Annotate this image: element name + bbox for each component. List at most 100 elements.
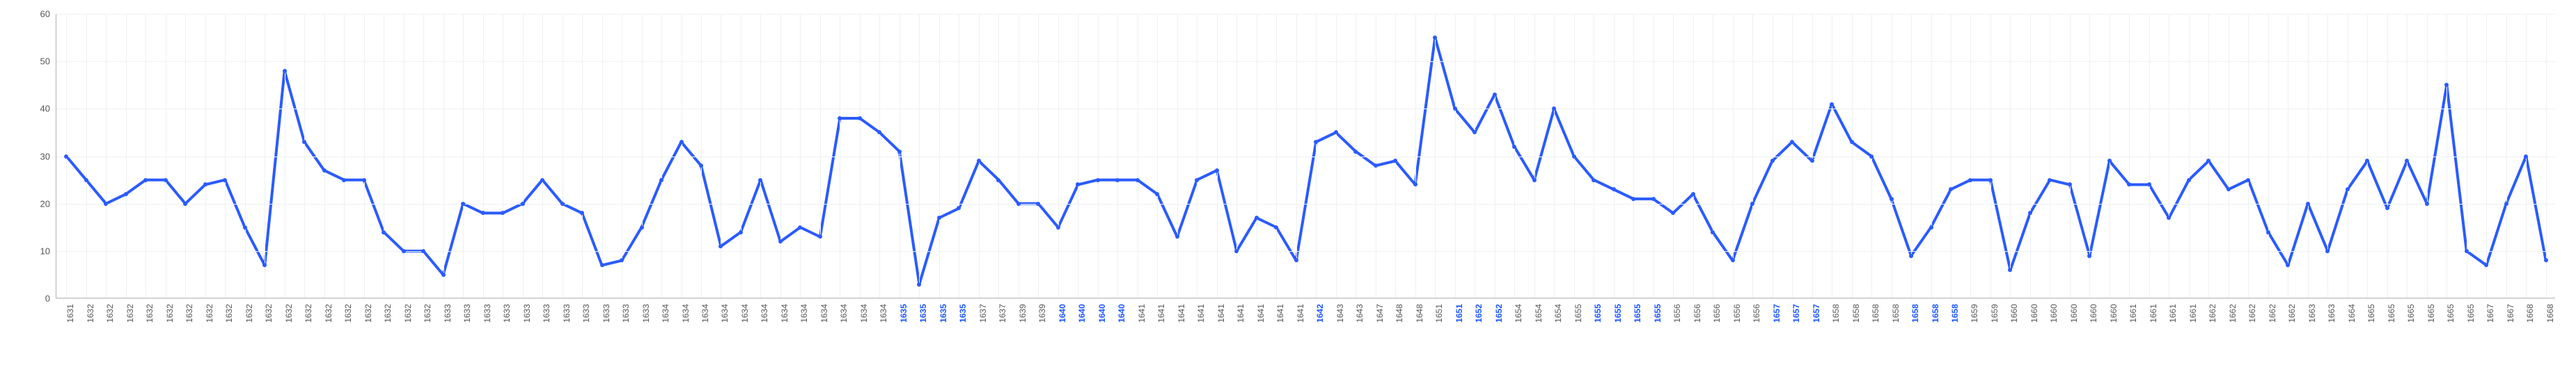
data-point xyxy=(2425,202,2429,206)
data-point xyxy=(957,206,961,210)
vgrid-line xyxy=(523,14,524,298)
x-axis-label: 1633 xyxy=(462,304,472,339)
x-axis-label: 1634 xyxy=(661,304,670,339)
x-axis-label: 1660 xyxy=(2049,304,2059,339)
x-axis-label: 1632 xyxy=(403,304,413,339)
data-point xyxy=(580,211,584,215)
x-axis-label: 1637 xyxy=(978,304,988,339)
data-point xyxy=(897,150,902,154)
vgrid-line xyxy=(1792,14,1793,298)
x-axis-label: 1660 xyxy=(2029,304,2039,339)
x-axis-label: 1633 xyxy=(522,304,532,339)
data-point xyxy=(1890,197,1894,201)
x-axis-label: 1634 xyxy=(859,304,869,339)
data-point xyxy=(838,116,842,120)
data-point xyxy=(1850,140,1854,144)
x-axis-label: 1648 xyxy=(1415,304,1424,339)
x-axis-label: 1651 xyxy=(1434,304,1444,339)
x-axis-label: 1643 xyxy=(1355,304,1365,339)
x-axis-label: 1656 xyxy=(1672,304,1682,339)
x-axis-label: 1632 xyxy=(165,304,175,339)
x-axis-label: 1641 xyxy=(1177,304,1186,339)
data-point xyxy=(1968,178,1972,182)
x-axis-label: 1662 xyxy=(2247,304,2257,339)
x-axis-label: 1635 xyxy=(938,304,948,339)
plot-area xyxy=(56,14,2555,298)
x-axis-label: 1654 xyxy=(1514,304,1523,339)
x-axis-label: 1648 xyxy=(1395,304,1404,339)
data-point xyxy=(1612,187,1616,191)
data-point xyxy=(262,263,267,267)
vgrid-line xyxy=(2407,14,2408,298)
x-axis-label: 1667 xyxy=(2506,304,2515,339)
vgrid-line xyxy=(602,14,603,298)
vgrid-line xyxy=(1990,14,1991,298)
vgrid-line xyxy=(2010,14,2011,298)
y-axis-label: 50 xyxy=(15,56,50,67)
x-axis-label: 1634 xyxy=(819,304,829,339)
vgrid-line xyxy=(225,14,226,298)
x-axis-label: 1639 xyxy=(1037,304,1047,339)
vgrid-line xyxy=(205,14,206,298)
data-point xyxy=(2107,159,2112,163)
data-point xyxy=(2187,178,2191,182)
data-point xyxy=(1909,254,1913,258)
time-series-line-chart: 0102030405060163116321632163216321632163… xyxy=(0,0,2576,375)
vgrid-line xyxy=(2546,14,2547,298)
vgrid-line xyxy=(1316,14,1317,298)
vgrid-line xyxy=(998,14,999,298)
vgrid-line xyxy=(1276,14,1277,298)
data-point xyxy=(2068,182,2072,186)
vgrid-line xyxy=(344,14,345,298)
x-axis-label: 1655 xyxy=(1573,304,1583,339)
x-axis-label: 1634 xyxy=(700,304,710,339)
data-point xyxy=(2465,249,2469,253)
vgrid-line xyxy=(1633,14,1634,298)
x-axis-label: 1633 xyxy=(443,304,453,339)
hgrid-line xyxy=(56,204,2555,205)
data-point xyxy=(1830,102,1834,106)
vgrid-line xyxy=(642,14,643,298)
x-axis-label: 1640 xyxy=(1058,304,1067,339)
x-axis-label: 1664 xyxy=(2347,304,2357,339)
vgrid-line xyxy=(582,14,583,298)
data-point xyxy=(699,163,703,168)
data-point xyxy=(1790,140,1794,144)
data-point xyxy=(481,211,485,215)
data-point xyxy=(1016,202,1021,206)
vgrid-line xyxy=(2030,14,2031,298)
x-axis-label: 1656 xyxy=(1693,304,1702,339)
x-axis-label: 1634 xyxy=(780,304,790,339)
x-axis-label: 1655 xyxy=(1653,304,1663,339)
data-point xyxy=(659,178,663,182)
data-point xyxy=(1334,130,1338,134)
data-point xyxy=(243,225,247,230)
data-point xyxy=(2266,230,2270,234)
data-point xyxy=(1929,225,1933,230)
data-point xyxy=(1155,192,1159,196)
x-axis-label: 1665 xyxy=(2406,304,2416,339)
data-point xyxy=(996,178,1000,182)
data-point xyxy=(2504,202,2508,206)
x-axis-label: 1660 xyxy=(2009,304,2019,339)
x-axis-label: 1640 xyxy=(1077,304,1087,339)
x-axis-label: 1641 xyxy=(1236,304,1246,339)
data-point xyxy=(1115,178,1120,182)
data-point xyxy=(2226,187,2231,191)
data-point xyxy=(1036,202,1040,206)
data-point xyxy=(1393,159,1397,163)
vgrid-line xyxy=(1970,14,1971,298)
data-point xyxy=(1671,211,1675,215)
hgrid-line xyxy=(56,61,2555,62)
vgrid-line xyxy=(1455,14,1456,298)
x-axis-label: 1661 xyxy=(2128,304,2138,339)
vgrid-line xyxy=(2367,14,2368,298)
data-point xyxy=(1413,182,1417,186)
data-point xyxy=(1234,249,1239,253)
x-axis-label: 1634 xyxy=(681,304,691,339)
x-axis-label: 1647 xyxy=(1375,304,1385,339)
vgrid-line xyxy=(1554,14,1555,298)
vgrid-line xyxy=(304,14,305,298)
y-axis-label: 20 xyxy=(15,198,50,209)
vgrid-line xyxy=(1931,14,1932,298)
